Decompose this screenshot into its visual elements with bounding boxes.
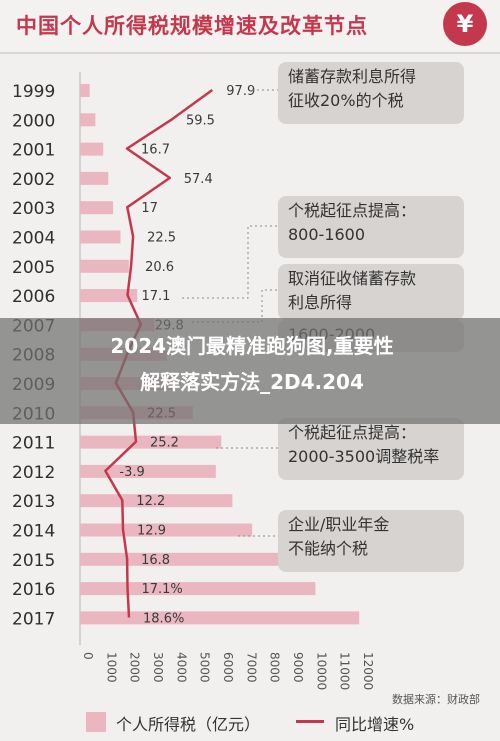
tax-bar	[80, 611, 360, 625]
year-label: 2013	[12, 492, 55, 512]
tax-bar	[80, 259, 129, 273]
annotation-text: 2000-3500调整税率	[288, 447, 439, 466]
growth-data-label: 17.1	[141, 289, 170, 304]
legend-label-growth: 同比增速%	[335, 715, 415, 734]
tax-bar	[80, 289, 138, 303]
growth-data-label: 16.7	[141, 143, 170, 158]
growth-data-label: 12.9	[137, 524, 166, 539]
annotation-box	[278, 510, 464, 572]
x-tick-label: 1000	[104, 652, 118, 683]
x-tick-label: 10000	[314, 652, 328, 690]
growth-data-label: 18.6%	[143, 611, 184, 626]
tax-bar	[80, 201, 114, 215]
tax-bar	[80, 171, 109, 185]
annotation-text: 个税起征点提高：	[288, 201, 416, 220]
tax-bar	[80, 142, 104, 156]
year-label: 2014	[12, 522, 55, 542]
growth-data-label: 16.8	[141, 553, 170, 568]
year-label: 2005	[12, 258, 55, 278]
growth-data-label: 12.2	[136, 494, 165, 509]
growth-data-label: 57.4	[184, 172, 213, 187]
legend-label-tax: 个人所得税（亿元）	[116, 715, 261, 734]
annotation-text: 取消征收储蓄存款	[288, 269, 416, 288]
tax-bar	[80, 523, 253, 537]
year-label: 2015	[12, 551, 55, 571]
year-label: 2002	[12, 170, 55, 190]
growth-data-label: 59.5	[186, 113, 215, 128]
x-tick-label: 8000	[268, 652, 282, 683]
annotation-box	[278, 62, 464, 124]
tax-bar	[80, 84, 90, 97]
annotation-text: 征收20%的个税	[288, 91, 404, 110]
yuan-logo-icon: ¥	[443, 2, 487, 46]
growth-data-label: 25.2	[150, 436, 179, 451]
growth-data-label: -3.9	[119, 465, 144, 480]
annotation-text: 储蓄存款利息所得	[288, 67, 416, 86]
annotation-text: 企业/职业年金	[288, 515, 389, 534]
data-source: 数据来源：财政部	[392, 693, 480, 706]
tax-bar	[80, 230, 121, 244]
growth-data-label: 22.5	[147, 231, 176, 246]
x-tick-label: 5000	[198, 652, 212, 683]
year-label: 2012	[12, 463, 55, 483]
tax-bar	[80, 494, 233, 508]
annotation-connector	[182, 225, 278, 299]
year-label: 2004	[12, 229, 55, 249]
x-tick-label: 3000	[151, 652, 165, 683]
x-tick-label: 2000	[128, 652, 142, 683]
x-tick-label: 9000	[291, 652, 305, 683]
tax-bar	[80, 552, 282, 566]
x-tick-label: 6000	[221, 652, 235, 683]
year-label: 2003	[12, 199, 55, 219]
growth-data-label: 17	[141, 201, 158, 216]
annotation-box	[278, 264, 464, 320]
year-label: 2016	[12, 580, 55, 600]
header-divider	[0, 52, 500, 54]
annotation-text: 个税起征点提高：	[288, 423, 416, 442]
tax-bar	[80, 582, 316, 596]
growth-data-label: 17.1%	[141, 582, 182, 597]
annotation-box	[278, 196, 464, 258]
x-tick-label: 4000	[174, 652, 188, 683]
tax-bar	[80, 435, 222, 449]
year-label: 2000	[12, 111, 55, 131]
headline-text: 2024澳门最精准跑狗图,重要性 解释落实方法_2D4.204	[32, 328, 472, 400]
annotation-text: 利息所得	[288, 293, 352, 312]
tax-bar	[80, 464, 216, 478]
annotation-box	[278, 418, 464, 480]
tax-bar	[80, 113, 96, 127]
headline-banner	[0, 318, 500, 424]
headline-line-1: 2024澳门最精准跑狗图,重要性	[110, 334, 394, 358]
growth-data-label: 97.9	[226, 84, 255, 99]
legend-swatch-line	[296, 720, 324, 723]
annotation-text: 不能纳个税	[288, 539, 368, 558]
x-tick-label: 7000	[244, 652, 258, 683]
chart-header	[0, 0, 500, 52]
annotation-text: 800-1600	[288, 225, 365, 244]
x-tick-label: 12000	[361, 652, 375, 690]
year-label: 2011	[12, 434, 55, 454]
chart-title: 中国个人所得税规模增速及改革节点	[16, 14, 368, 38]
headline-line-2: 解释落实方法_2D4.204	[140, 370, 364, 394]
x-tick-label: 0	[81, 652, 95, 660]
x-tick-label: 11000	[338, 652, 352, 690]
year-label: 1999	[12, 82, 55, 102]
legend-swatch-bar	[86, 712, 106, 732]
year-label: 2006	[12, 287, 55, 307]
year-label: 2001	[12, 141, 55, 161]
growth-data-label: 20.6	[145, 260, 174, 275]
year-label: 2017	[12, 609, 55, 629]
